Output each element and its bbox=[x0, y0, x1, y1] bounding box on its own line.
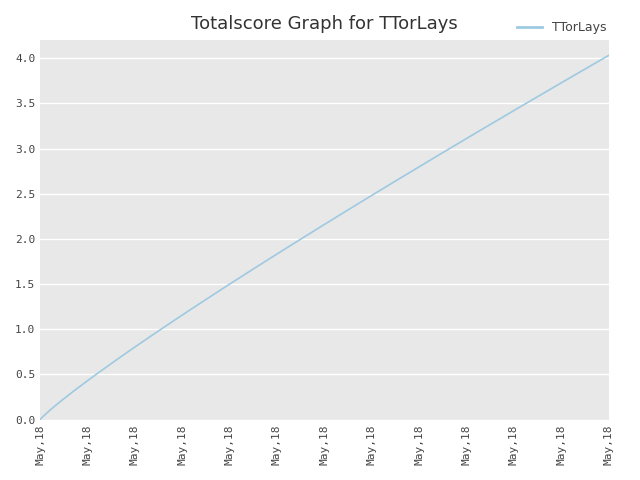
Title: Totalscore Graph for TTorLays: Totalscore Graph for TTorLays bbox=[191, 15, 458, 33]
TTorLays bbox=[36, 417, 44, 422]
TTorLays bbox=[576, 69, 584, 75]
TTorLays bbox=[59, 396, 67, 402]
TTorLays bbox=[70, 388, 78, 394]
TTorLays bbox=[556, 81, 564, 86]
TTorLays bbox=[188, 306, 195, 312]
TTorLays bbox=[142, 336, 150, 342]
Legend: TTorLays: TTorLays bbox=[513, 16, 612, 39]
Line: TTorLays: TTorLays bbox=[40, 56, 609, 420]
TTorLays bbox=[605, 53, 612, 59]
